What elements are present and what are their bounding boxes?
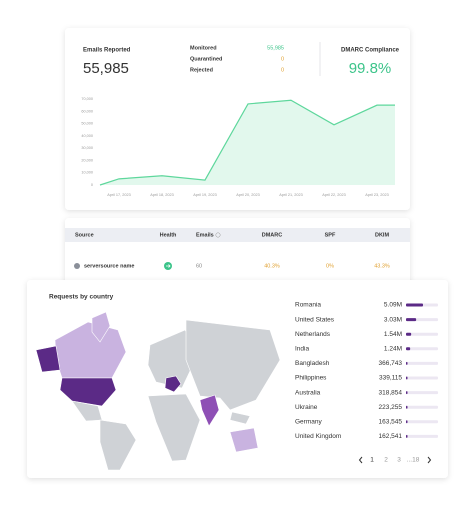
next-page[interactable]	[427, 456, 432, 464]
y-tick-label: 70,000	[81, 97, 93, 101]
country-value: 339,115	[379, 375, 402, 382]
bar	[406, 405, 408, 409]
bar	[406, 303, 423, 307]
y-tick-label: 60,000	[81, 109, 93, 113]
x-tick-label: April 22, 2023	[322, 193, 345, 197]
page-link[interactable]: 1	[370, 457, 374, 464]
line	[99, 99, 395, 186]
label: DMARC Compliance	[341, 48, 400, 54]
bar	[406, 361, 408, 365]
stat-label: Monitored	[190, 45, 217, 51]
page-link[interactable]: ...18	[407, 457, 420, 464]
source-name[interactable]: serversource name	[84, 263, 134, 269]
country-name: India	[295, 346, 309, 353]
country-name: Ukraine	[295, 404, 318, 411]
big-number: 99.8%	[349, 60, 392, 77]
column-header: Emails	[196, 232, 214, 238]
bar	[406, 420, 408, 424]
country-name: Netherlands	[295, 331, 331, 338]
y-tick-label: 0	[91, 183, 93, 187]
stat-value: 0	[281, 67, 284, 73]
health-arrow	[166, 264, 171, 268]
column-header: SPF	[325, 232, 336, 238]
bar	[406, 434, 408, 438]
bar	[406, 318, 417, 322]
bar-track	[406, 405, 438, 409]
bar	[406, 391, 408, 395]
country-name: Australia	[295, 389, 321, 396]
world-map	[35, 311, 281, 471]
page-link[interactable]: 2	[384, 457, 388, 464]
source-icon	[74, 263, 80, 269]
column-header: DMARC	[262, 232, 282, 238]
summary-card	[65, 28, 410, 210]
country-name: Romania	[295, 302, 321, 309]
bar-track	[406, 361, 438, 365]
info-icon[interactable]	[215, 232, 221, 238]
stat-value: 0	[281, 56, 284, 62]
country-value: 366,743	[379, 360, 403, 367]
stat-label: Quarantined	[190, 56, 222, 62]
cell: 40.3%	[264, 263, 280, 269]
big-number: 55,985	[83, 60, 129, 77]
cell: 60	[196, 263, 202, 269]
line-area	[100, 100, 395, 185]
bar-track	[406, 420, 438, 424]
country-name: Bangladesh	[295, 360, 330, 367]
x-tick-label: April 20, 2023	[236, 193, 259, 197]
stat-label: Rejected	[190, 67, 213, 73]
y-tick-label: 30,000	[81, 146, 93, 150]
country-value: 1.54M	[384, 331, 402, 338]
bar-track	[406, 391, 438, 395]
table-header	[65, 228, 410, 242]
bar	[406, 376, 408, 380]
country-value: 162,541	[379, 433, 403, 440]
bar-track	[406, 332, 438, 336]
column-header: Source	[75, 232, 94, 238]
bar-track	[406, 376, 438, 380]
country-name: United States	[295, 316, 335, 323]
x-tick-label: April 23, 2023	[365, 193, 388, 197]
bar	[406, 347, 411, 351]
cell: 0%	[326, 263, 334, 269]
label: Emails Reported	[83, 48, 131, 54]
country-name: United Kingdom	[295, 433, 341, 440]
y-tick-label: 10,000	[81, 171, 93, 175]
y-tick-label: 20,000	[81, 158, 93, 162]
stat-value: 55,985	[267, 45, 284, 51]
country-value: 163,545	[379, 419, 403, 426]
y-tick-label: 50,000	[81, 122, 93, 126]
country-value: 5.09M	[384, 302, 402, 309]
bar	[406, 332, 412, 336]
country-name: Philippines	[295, 375, 327, 382]
x-tick-label: April 21, 2023	[279, 193, 302, 197]
country-value: 318,854	[379, 389, 403, 396]
column-header: DKIM	[375, 232, 389, 238]
bar-track	[406, 347, 438, 351]
country-name: Germany	[295, 419, 322, 426]
country-value: 223,255	[379, 404, 403, 411]
y-tick-label: 40,000	[81, 134, 93, 138]
cell: 43.3%	[374, 263, 390, 269]
x-tick-label: April 19, 2023	[193, 193, 216, 197]
x-tick-label: April 18, 2023	[150, 193, 173, 197]
bar-track	[406, 434, 438, 438]
x-tick-label: April 17, 2023	[107, 193, 130, 197]
country-value: 3.03M	[384, 316, 402, 323]
page-link[interactable]: 3	[397, 457, 401, 464]
card-title: Requests by country	[49, 294, 114, 301]
country-value: 1.24M	[384, 346, 402, 353]
prev-page[interactable]	[358, 456, 363, 464]
column-header: Health	[160, 232, 177, 238]
